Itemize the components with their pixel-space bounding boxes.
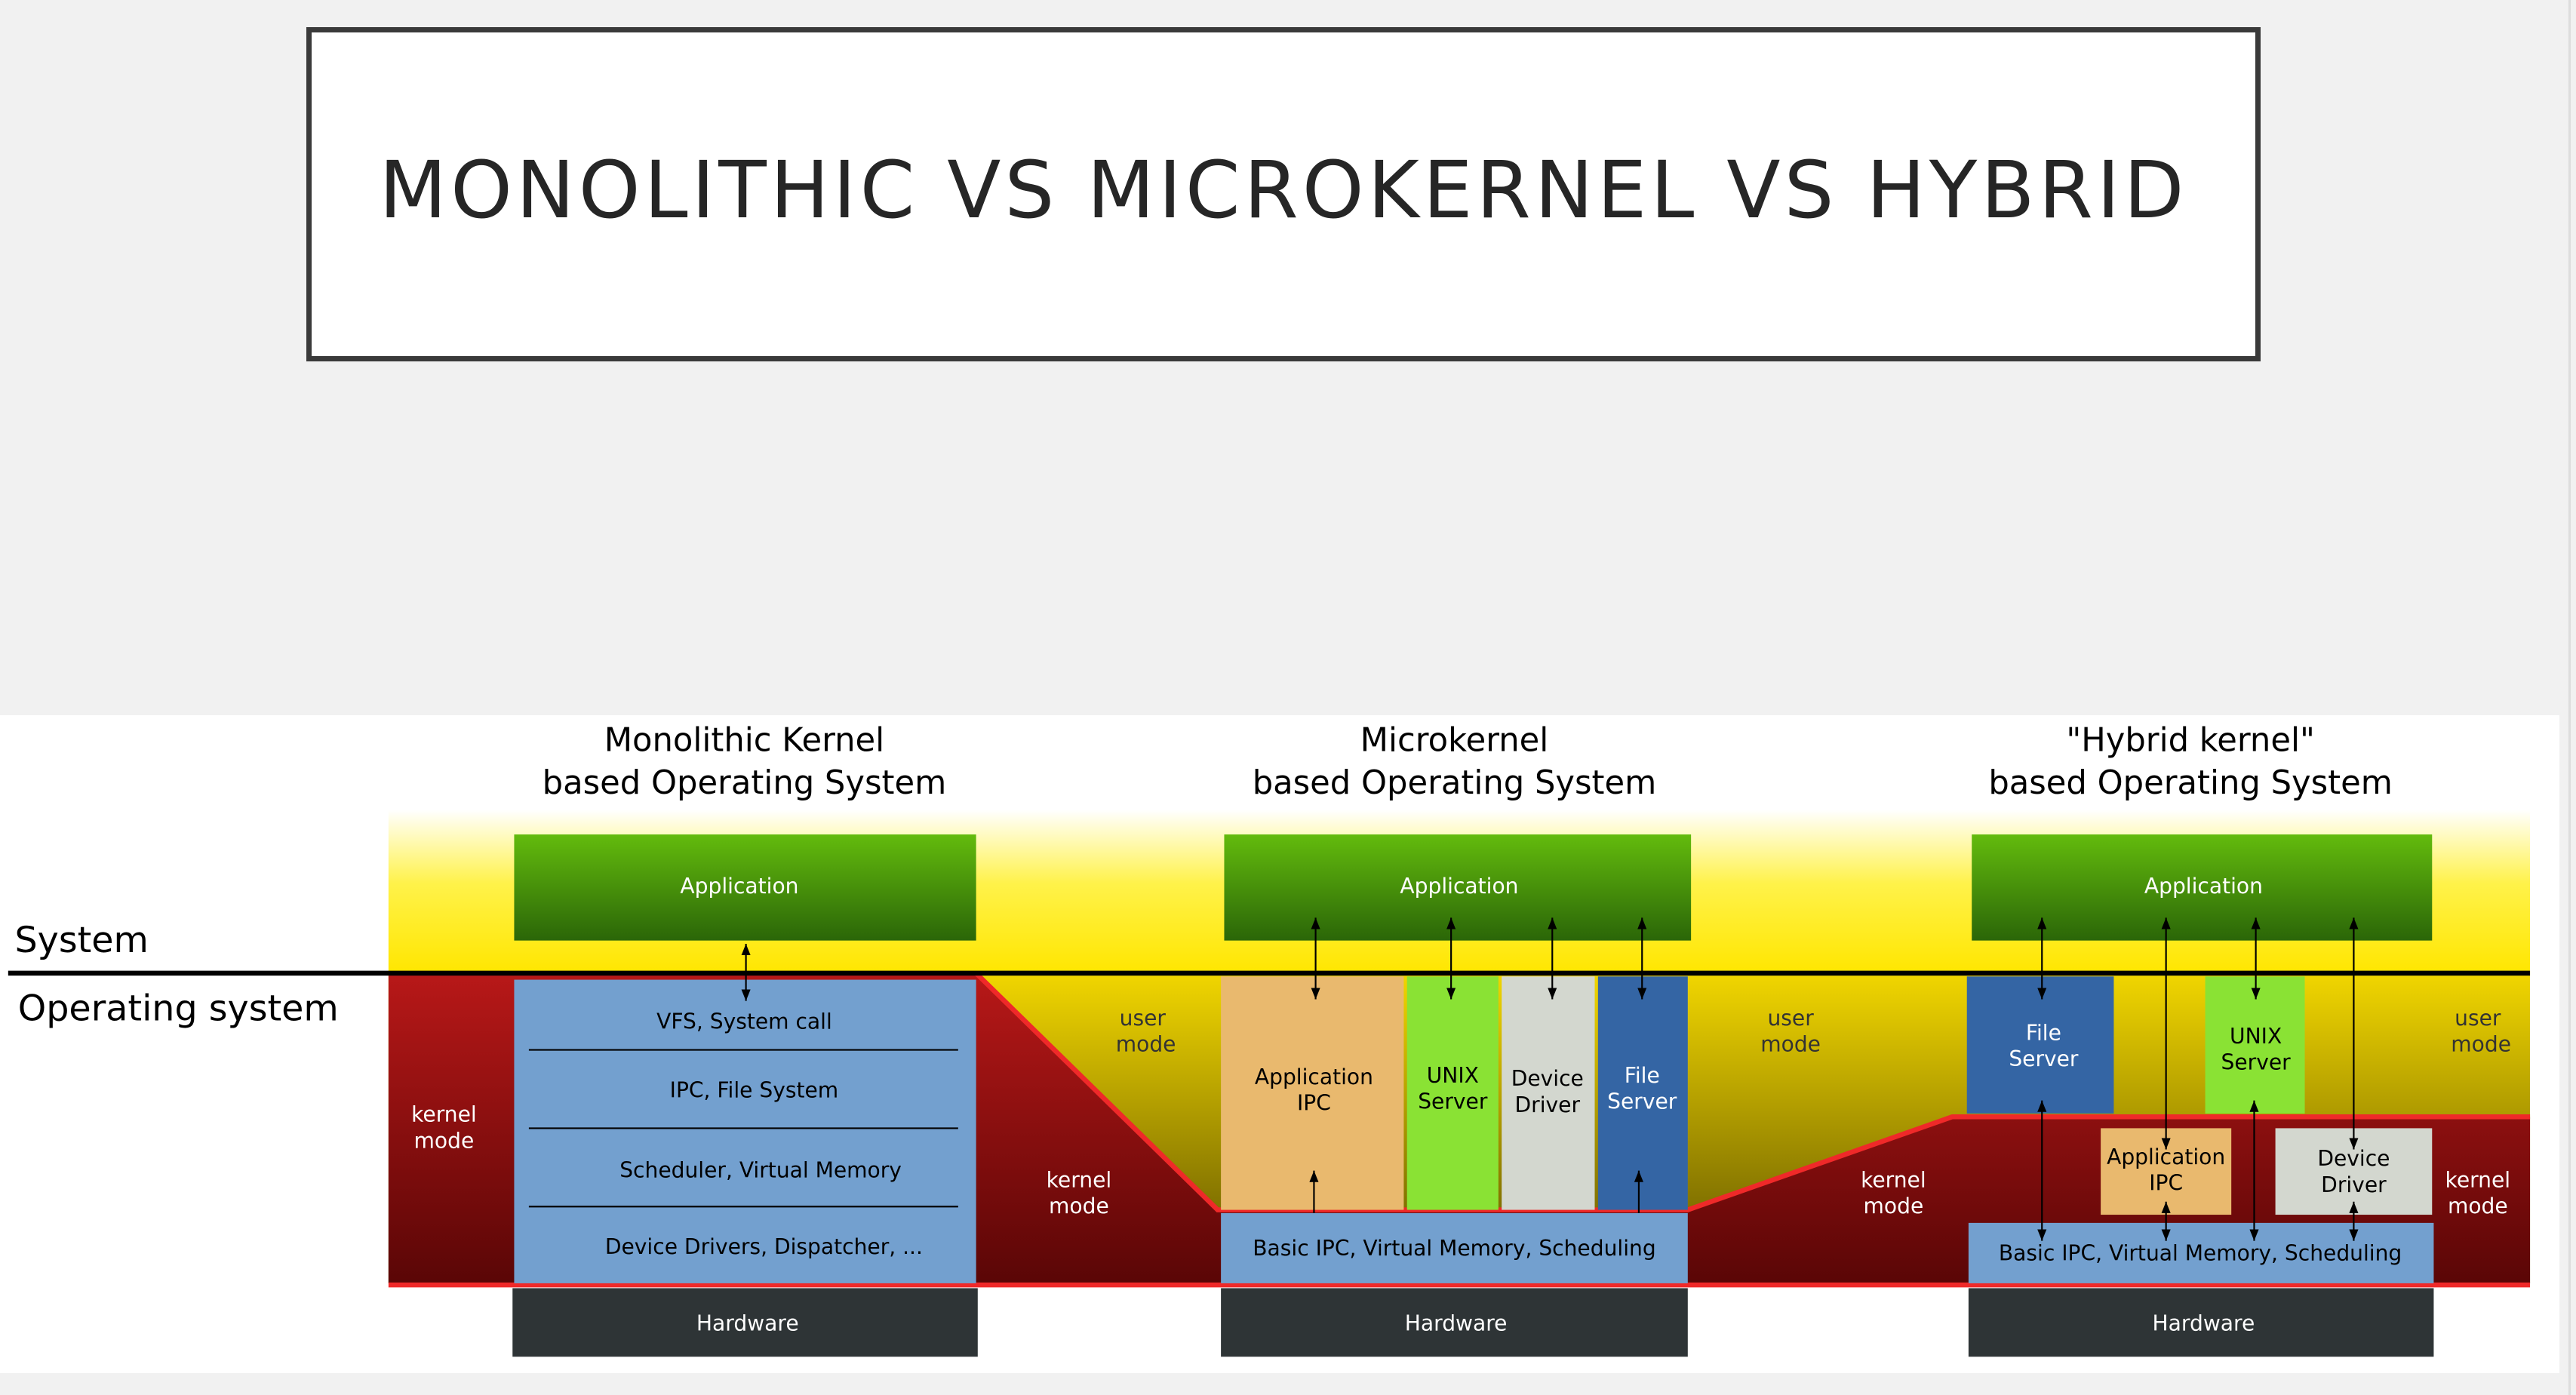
hybrid-device-driver-label: Driver xyxy=(2321,1172,2387,1197)
microkernel-application-label: Application xyxy=(1400,874,1518,899)
microkernel-server-label: Application xyxy=(1255,1065,1373,1089)
hybrid-user-mode-label: mode xyxy=(2451,1032,2511,1057)
monolithic-layer-label: Device Drivers, Dispatcher, ... xyxy=(605,1234,923,1259)
hybrid-file-server-label: Server xyxy=(2009,1046,2079,1071)
monolithic-kernel-box xyxy=(514,979,976,1283)
monolithic-user-mode-label: user xyxy=(1120,1006,1167,1031)
microkernel-title-line1: Microkernel xyxy=(1360,722,1549,760)
microkernel-server-label: UNIX xyxy=(1427,1063,1479,1088)
system-label: System xyxy=(14,920,148,961)
monolithic-kernel-mode-label: mode xyxy=(414,1128,475,1153)
monolithic-layer-label: VFS, System call xyxy=(656,1009,832,1034)
kernel-diagram-svg: System Operating system Monolithic Kerne… xyxy=(8,722,2531,1357)
hybrid-device-driver-label: Device xyxy=(2317,1146,2390,1171)
microkernel-hardware-label: Hardware xyxy=(1405,1311,1508,1336)
microkernel-kernel-mode-label: mode xyxy=(1864,1194,1924,1218)
hybrid-hardware-label: Hardware xyxy=(2153,1311,2255,1336)
slide-edge xyxy=(2568,0,2571,1395)
microkernel-server-label: Device xyxy=(1511,1066,1584,1091)
monolithic-application-box xyxy=(514,834,976,941)
microkernel-application-box xyxy=(1224,834,1692,941)
monolithic-title-line1: Monolithic Kernel xyxy=(604,722,884,760)
monolithic-hardware-box xyxy=(512,1288,978,1357)
monolithic-user-mode-label: mode xyxy=(1116,1032,1176,1057)
microkernel-server-label: File xyxy=(1625,1063,1660,1088)
hybrid-application-label: Application xyxy=(2144,874,2263,899)
hybrid-basic-label: Basic IPC, Virtual Memory, Scheduling xyxy=(1999,1241,2402,1266)
hybrid-title-line2: based Operating System xyxy=(1988,764,2393,802)
title-box: MONOLITHIC VS MICROKERNEL VS HYBRID xyxy=(306,27,2261,361)
microkernel-server-label: IPC xyxy=(1297,1091,1331,1116)
microkernel-title-line2: based Operating System xyxy=(1253,764,1657,802)
microkernel-user-mode-label: mode xyxy=(1760,1032,1821,1057)
hybrid-kernel-mode-label: kernel xyxy=(2445,1167,2511,1192)
microkernel-server-label: Server xyxy=(1607,1089,1677,1114)
operating-system-label: Operating system xyxy=(18,988,339,1030)
hybrid-title-line1: "Hybrid kernel" xyxy=(2066,722,2315,760)
hybrid-user-mode-label: user xyxy=(2455,1006,2501,1031)
hybrid-unix-server-label: UNIX xyxy=(2230,1024,2282,1049)
microkernel-user-mode-label: user xyxy=(1767,1006,1814,1031)
monolithic-layer-label: Scheduler, Virtual Memory xyxy=(619,1157,902,1182)
microkernel-server-label: Driver xyxy=(1515,1092,1581,1117)
microkernel-hardware-box xyxy=(1221,1288,1688,1357)
hybrid-unix-server-label: Server xyxy=(2221,1050,2292,1075)
kernel-comparison-diagram: System Operating system Monolithic Kerne… xyxy=(0,715,2559,1373)
monolithic-kernel-mode-right-label: kernel xyxy=(1047,1167,1112,1192)
microkernel-server-label: Server xyxy=(1418,1089,1488,1114)
hybrid-file-server-label: File xyxy=(2026,1021,2061,1046)
hybrid-hardware-box xyxy=(1968,1288,2434,1357)
hybrid-kernel-mode-label: mode xyxy=(2448,1194,2508,1218)
slide-title: MONOLITHIC VS MICROKERNEL VS HYBRID xyxy=(379,143,2188,236)
microkernel-basic-label: Basic IPC, Virtual Memory, Scheduling xyxy=(1253,1236,1655,1261)
monolithic-title-line2: based Operating System xyxy=(543,764,947,802)
monolithic-kernel-mode-right-label: mode xyxy=(1049,1194,1109,1218)
microkernel-kernel-mode-label: kernel xyxy=(1861,1167,1926,1192)
hybrid-app-ipc-label: IPC xyxy=(2149,1171,2183,1196)
monolithic-layer-label: IPC, File System xyxy=(670,1077,839,1102)
monolithic-application-label: Application xyxy=(680,874,798,899)
microkernel-basic-box xyxy=(1221,1212,1688,1283)
monolithic-hardware-label: Hardware xyxy=(696,1311,799,1336)
monolithic-kernel-mode-label: kernel xyxy=(411,1102,477,1127)
